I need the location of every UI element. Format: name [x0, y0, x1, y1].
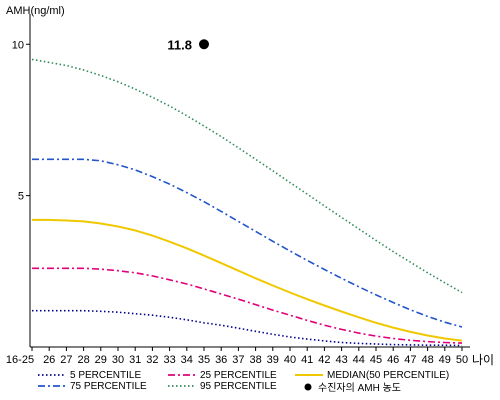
legend-label: 수진자의 AMH 농도	[318, 382, 401, 394]
x-tick-label: 31	[129, 354, 141, 366]
x-tick-label: 26	[43, 354, 55, 366]
x-tick-label: 32	[146, 354, 158, 366]
legend-label: MEDIAN(50 PERCENTILE)	[327, 370, 449, 381]
x-tick-label: 33	[163, 354, 175, 366]
x-tick-label: 40	[284, 354, 296, 366]
x-tick-label: 44	[353, 354, 365, 366]
y-axis-label: AMH(ng/ml)	[6, 5, 65, 17]
x-tick-label: 37	[232, 354, 244, 366]
x-tick-label: 41	[301, 354, 313, 366]
x-tick-label: 30	[112, 354, 124, 366]
x-tick-label: 16-25	[6, 354, 34, 366]
legend-label: 95 PERCENTILE	[200, 381, 277, 392]
x-tick-label: 48	[421, 354, 433, 366]
x-tick-label: 36	[215, 354, 227, 366]
x-axis-label: 나이	[472, 353, 494, 367]
series-line-25-percentile	[32, 267, 463, 344]
legend-label: 5 PERCENTILE	[70, 370, 141, 381]
x-tick-label: 42	[318, 354, 330, 366]
x-tick-label: 39	[267, 354, 279, 366]
legend: 5 PERCENTILE 25 PERCENTILE MEDIAN(50 PERCE…	[38, 370, 449, 394]
x-tick-label: 27	[60, 354, 72, 366]
x-ticks: 16-25 26 27 28 29 30 31 32 33 34 35 36 37 38 39 40 41 42 4…	[6, 347, 468, 366]
x-tick-label: 29	[95, 354, 107, 366]
y-tick-label: 5	[18, 191, 24, 203]
legend-label: 25 PERCENTILE	[200, 370, 277, 381]
patient-amh-value: 11.8	[167, 37, 192, 52]
series-line-median-50-percentile	[32, 218, 463, 342]
series-line-75-percentile	[32, 158, 463, 328]
series-line-95-percentile	[31, 58, 463, 294]
legend-dot-marker	[304, 383, 312, 391]
x-tick-label: 45	[370, 354, 382, 366]
x-tick-label: 35	[198, 354, 210, 366]
series-line-5-percentile	[32, 309, 463, 347]
series-lines	[31, 58, 463, 347]
x-tick-label: 46	[387, 354, 399, 366]
x-tick-label: 28	[77, 354, 89, 366]
x-tick-label: 38	[249, 354, 261, 366]
x-tick-label: 43	[335, 354, 347, 366]
y-ticks: 10 5	[12, 39, 30, 203]
annotations: 11.8	[167, 37, 209, 52]
patient-amh-marker	[199, 39, 209, 50]
y-tick-label: 10	[12, 39, 24, 51]
x-tick-label: 47	[404, 354, 416, 366]
legend-label: 75 PERCENTILE	[70, 381, 147, 392]
x-tick-label: 49	[439, 354, 451, 366]
x-tick-label: 34	[181, 354, 193, 366]
x-tick-label: 50	[456, 354, 468, 366]
